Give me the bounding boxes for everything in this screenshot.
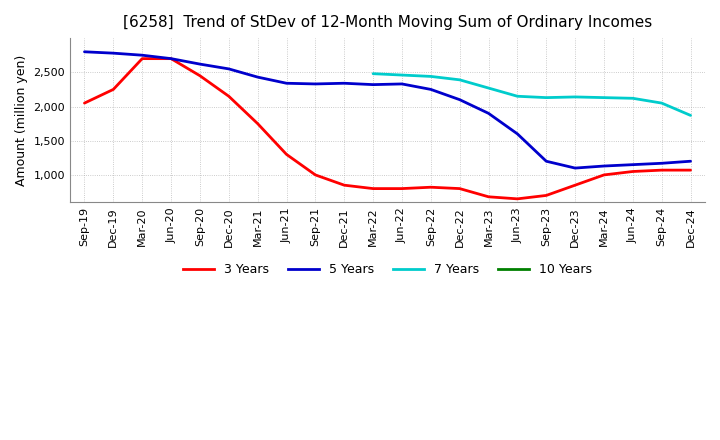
3 Years <box>80 100 89 106</box>
3 Years <box>600 172 608 178</box>
5 Years <box>485 111 493 116</box>
7 Years <box>657 100 666 106</box>
3 Years <box>513 196 522 202</box>
3 Years <box>657 168 666 173</box>
5 Years <box>426 87 435 92</box>
7 Years <box>600 95 608 100</box>
5 Years <box>513 131 522 136</box>
7 Years <box>426 74 435 79</box>
3 Years <box>196 73 204 78</box>
5 Years <box>455 97 464 103</box>
Line: 5 Years: 5 Years <box>84 52 690 168</box>
5 Years <box>138 52 146 58</box>
7 Years <box>369 71 377 76</box>
5 Years <box>225 66 233 72</box>
5 Years <box>167 56 176 61</box>
7 Years <box>455 77 464 82</box>
5 Years <box>629 162 637 167</box>
5 Years <box>109 51 117 56</box>
3 Years <box>571 183 580 188</box>
3 Years <box>225 94 233 99</box>
5 Years <box>600 163 608 169</box>
3 Years <box>397 186 406 191</box>
7 Years <box>542 95 551 100</box>
7 Years <box>629 95 637 101</box>
3 Years <box>340 183 348 188</box>
5 Years <box>686 158 695 164</box>
Title: [6258]  Trend of StDev of 12-Month Moving Sum of Ordinary Incomes: [6258] Trend of StDev of 12-Month Moving… <box>123 15 652 30</box>
5 Years <box>571 165 580 171</box>
3 Years <box>455 186 464 191</box>
5 Years <box>282 81 291 86</box>
3 Years <box>167 56 176 61</box>
3 Years <box>253 121 262 126</box>
3 Years <box>369 186 377 191</box>
5 Years <box>340 81 348 86</box>
5 Years <box>397 81 406 87</box>
3 Years <box>686 168 695 173</box>
7 Years <box>513 94 522 99</box>
5 Years <box>253 74 262 80</box>
3 Years <box>282 152 291 157</box>
7 Years <box>571 94 580 99</box>
5 Years <box>311 81 320 87</box>
Legend: 3 Years, 5 Years, 7 Years, 10 Years: 3 Years, 5 Years, 7 Years, 10 Years <box>178 258 598 282</box>
3 Years <box>138 56 146 61</box>
Line: 7 Years: 7 Years <box>373 73 690 115</box>
3 Years <box>109 87 117 92</box>
5 Years <box>196 62 204 67</box>
5 Years <box>542 158 551 164</box>
Line: 3 Years: 3 Years <box>84 59 690 199</box>
5 Years <box>80 49 89 55</box>
3 Years <box>542 193 551 198</box>
Y-axis label: Amount (million yen): Amount (million yen) <box>15 55 28 186</box>
3 Years <box>426 185 435 190</box>
5 Years <box>369 82 377 87</box>
5 Years <box>657 161 666 166</box>
3 Years <box>629 169 637 174</box>
3 Years <box>311 172 320 178</box>
7 Years <box>686 113 695 118</box>
7 Years <box>485 85 493 91</box>
7 Years <box>397 73 406 78</box>
3 Years <box>485 194 493 199</box>
